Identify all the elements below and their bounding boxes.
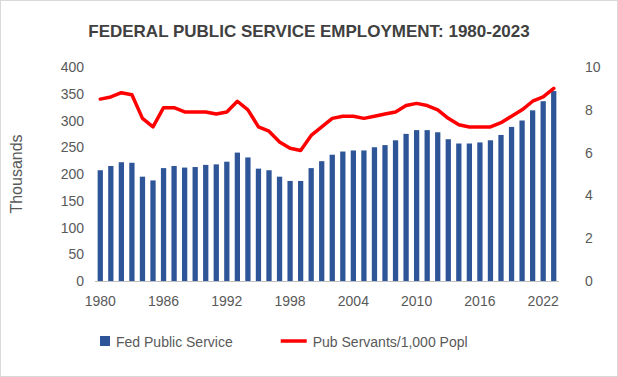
x-tick-label: 1986: [148, 293, 179, 309]
y-tick-label: 300: [61, 113, 85, 129]
bar: [266, 170, 271, 281]
bar: [182, 168, 187, 281]
bar: [129, 163, 134, 281]
x-tick-label: 2022: [528, 293, 559, 309]
legend-swatch: [100, 336, 110, 346]
bar: [403, 134, 408, 281]
x-tick-label: 1980: [85, 293, 116, 309]
bar: [477, 142, 482, 281]
bar: [361, 150, 366, 281]
bar: [193, 167, 198, 281]
legend-swatch: [281, 339, 307, 343]
bar: [214, 164, 219, 281]
y-tick-label: 200: [61, 166, 85, 182]
bar: [414, 130, 419, 281]
bar: [140, 177, 145, 281]
bar: [541, 101, 546, 281]
bar: [287, 181, 292, 281]
y-tick-label: 250: [61, 139, 85, 155]
bar: [330, 155, 335, 281]
x-tick-label: 2004: [338, 293, 369, 309]
bar: [488, 140, 493, 281]
bar: [530, 110, 535, 281]
bar: [467, 144, 472, 281]
y-tick-label: 150: [61, 193, 85, 209]
bar: [277, 177, 282, 281]
y-tick-label: 400: [61, 59, 85, 75]
bar: [498, 135, 503, 281]
y2-tick-label: 8: [585, 102, 593, 118]
title: FEDERAL PUBLIC SERVICE EMPLOYMENT: 1980-…: [88, 22, 530, 41]
bar: [551, 91, 556, 281]
y2-tick-label: 2: [585, 230, 593, 246]
x-tick-label: 2010: [401, 293, 432, 309]
y2-tick-label: 6: [585, 145, 593, 161]
y-tick-label: 0: [76, 273, 84, 289]
bar: [446, 139, 451, 281]
x-tick-label: 2016: [464, 293, 495, 309]
bar: [340, 152, 345, 281]
plot-area: [98, 88, 557, 281]
bar: [119, 162, 124, 281]
y2-tick-label: 4: [585, 187, 593, 203]
bar: [393, 140, 398, 281]
bar: [256, 169, 261, 281]
x-tick-label: 1992: [211, 293, 242, 309]
line: [100, 88, 553, 150]
y2-tick-label: 10: [585, 59, 601, 75]
legend-label: Fed Public Service: [116, 334, 233, 350]
bar: [509, 127, 514, 281]
bar: [372, 147, 377, 281]
bar: [435, 132, 440, 281]
bar: [319, 161, 324, 281]
bar: [351, 150, 356, 281]
bar: [425, 130, 430, 281]
bar: [161, 168, 166, 281]
legend-label: Pub Servants/1,000 Popl: [313, 334, 468, 350]
bar: [224, 162, 229, 281]
x-tick-label: 1998: [275, 293, 306, 309]
bar: [382, 145, 387, 281]
y-tick-label: 100: [61, 220, 85, 236]
bar: [108, 166, 113, 281]
bar: [235, 153, 240, 281]
chart: FEDERAL PUBLIC SERVICE EMPLOYMENT: 1980-…: [0, 0, 618, 377]
bar: [171, 166, 176, 281]
bar: [203, 165, 208, 281]
y-axis-label: Thousands: [8, 134, 25, 213]
chart-frame: [1, 1, 618, 377]
x-axis: [95, 281, 559, 282]
bar: [309, 168, 314, 281]
y-tick-label: 50: [68, 246, 84, 262]
bar: [456, 144, 461, 281]
y-tick-label: 350: [61, 86, 85, 102]
bar: [298, 181, 303, 281]
bar: [98, 170, 103, 281]
bar: [245, 157, 250, 281]
bar: [150, 180, 155, 281]
y2-tick-label: 0: [585, 273, 593, 289]
bar: [519, 121, 524, 282]
